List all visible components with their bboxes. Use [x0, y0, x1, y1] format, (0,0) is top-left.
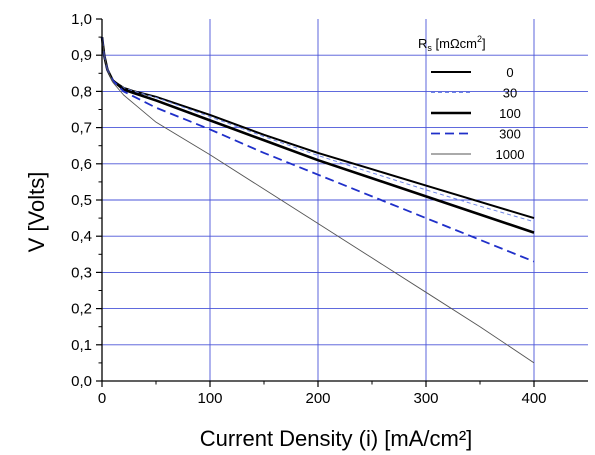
axes: [96, 18, 588, 387]
tick-labels: 0 100 200 300 4000,00,10,20,30,40,50,60,70,8…: [71, 11, 546, 407]
legend-label: 1000: [496, 147, 525, 162]
x-tick-label: 200: [305, 390, 330, 407]
legend-title-sup: 2: [477, 34, 482, 44]
legend: Rs [mΩcm2] 0 30 100 300 1000: [418, 34, 524, 162]
legend-title-unit: [mΩcm: [432, 36, 477, 51]
grid: [102, 19, 588, 381]
y-tick-label: 0,4: [71, 228, 92, 245]
y-tick-label: 0,3: [71, 264, 92, 281]
legend-label: 100: [499, 106, 521, 121]
legend-label: 0: [506, 65, 513, 80]
legend-item: 100: [431, 106, 521, 121]
legend-title-sub: s: [427, 43, 432, 53]
y-tick-label: 0,5: [71, 192, 92, 209]
legend-items: 0 30 100 300 1000: [431, 65, 524, 162]
legend-title-main: R: [418, 36, 427, 51]
y-axis-title: V [Volts]: [24, 172, 49, 253]
x-tick-label: 400: [521, 390, 546, 407]
y-tick-label: 0,0: [71, 373, 92, 390]
y-tick-label: 0,9: [71, 47, 92, 64]
legend-item: 30: [431, 86, 517, 101]
y-tick-label: 0,1: [71, 337, 92, 354]
y-tick-label: 0,6: [71, 156, 92, 173]
x-axis-title: Current Density (i) [mA/cm²]: [200, 426, 473, 451]
x-tick-label: 0: [98, 390, 106, 407]
legend-title-close: ]: [482, 36, 486, 51]
y-tick-label: 0,2: [71, 301, 92, 318]
y-tick-label: 0,8: [71, 83, 92, 100]
y-tick-label: 0,7: [71, 120, 92, 137]
legend-item: 1000: [431, 147, 524, 162]
series-line-1000: [101, 37, 535, 364]
legend-item: 0: [431, 65, 514, 80]
y-tick-label: 1,0: [71, 11, 92, 28]
legend-item: 300: [431, 127, 521, 142]
x-tick-label: 100: [197, 390, 222, 407]
legend-title: Rs [mΩcm2]: [418, 34, 486, 53]
legend-label: 300: [499, 127, 521, 142]
x-tick-label: 300: [413, 390, 438, 407]
legend-label: 30: [503, 86, 517, 101]
series-lines: [100, 36, 535, 364]
